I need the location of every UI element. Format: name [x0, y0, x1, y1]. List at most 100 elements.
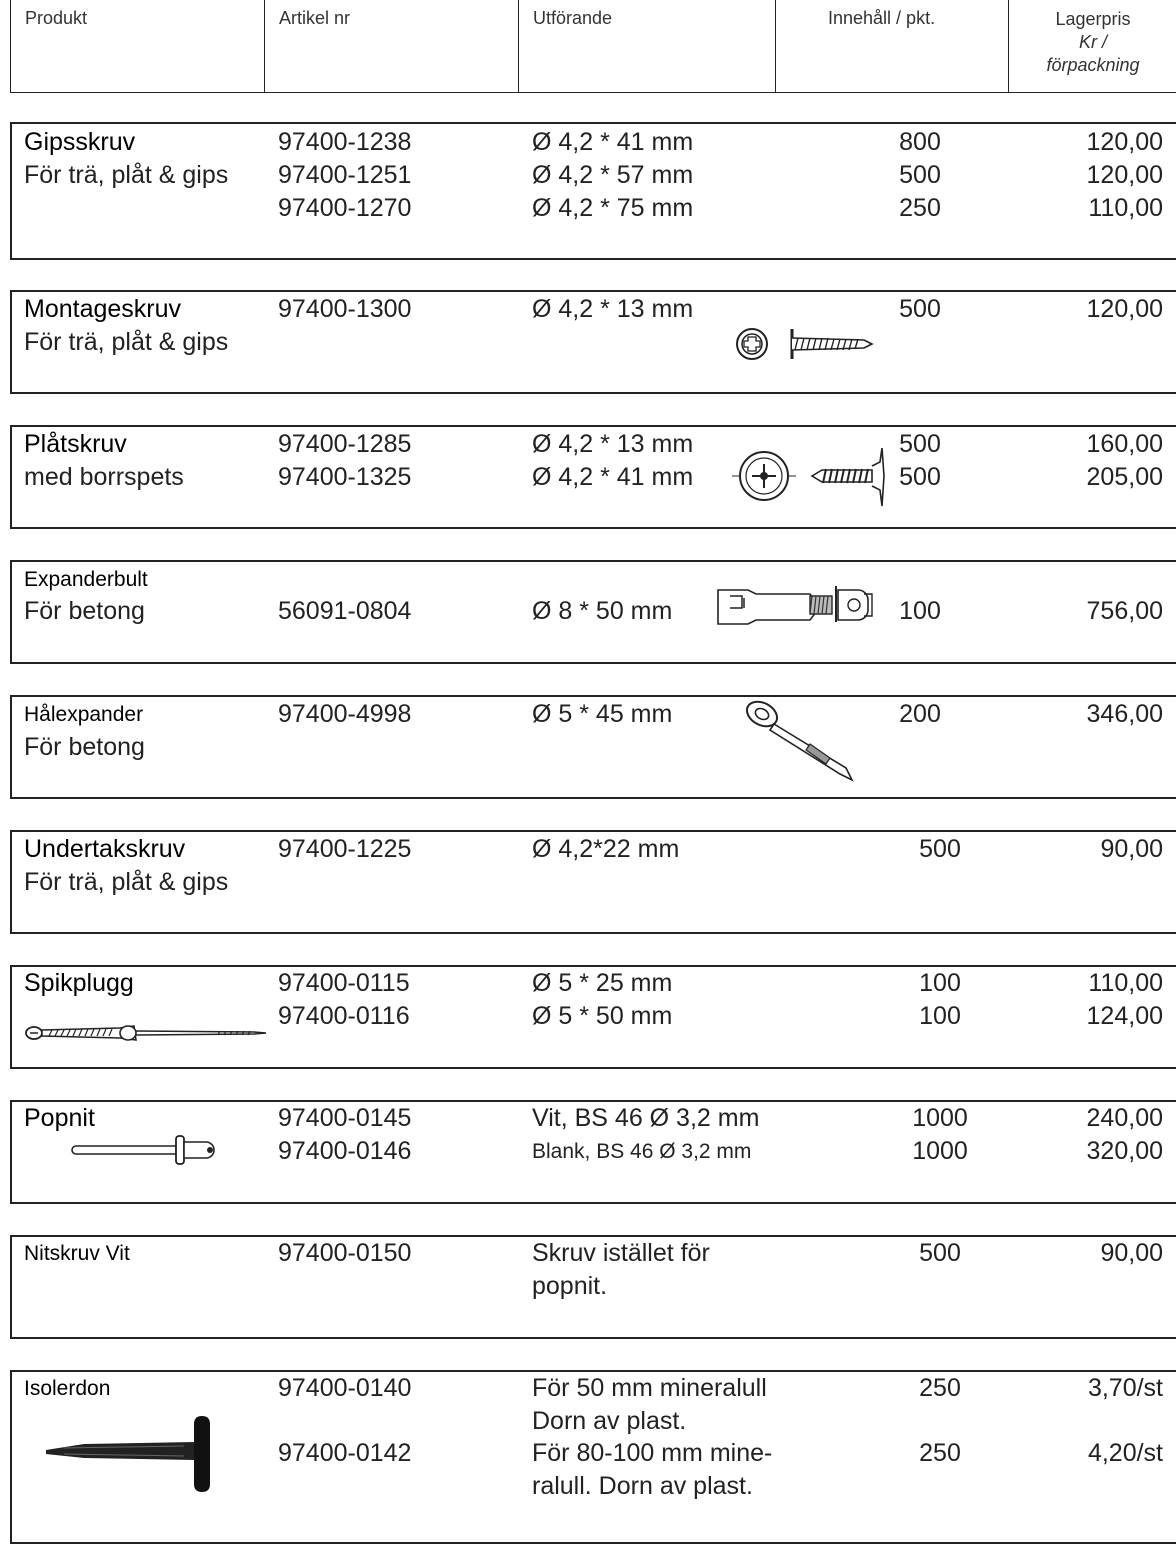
header-innehall: Innehåll / pkt. [775, 0, 1008, 93]
quantity: 100 [899, 597, 941, 625]
article-number: 97400-0115 [278, 969, 410, 997]
product-block-montageskruv [10, 290, 1176, 394]
product-name: Popnit [24, 1104, 95, 1132]
header-forpackning-label: förpackning [1046, 55, 1140, 75]
product-block-nitskruv [10, 1235, 1176, 1339]
header-lagerpris-label: Lagerpris [1055, 9, 1131, 29]
article-number: 97400-1300 [278, 295, 412, 323]
product-name: Nitskruv Vit [24, 1242, 130, 1265]
dimension-cont: Dorn av plast. [532, 1407, 687, 1435]
quantity: 500 [899, 295, 941, 323]
price: 124,00 [1086, 1002, 1163, 1030]
price: 4,20/st [1087, 1439, 1163, 1467]
article-number: 97400-1238 [278, 128, 412, 156]
header-kr-label: Kr / [1078, 32, 1107, 52]
price: 3,70/st [1087, 1374, 1163, 1402]
dimension: För 50 mm mineralull [532, 1374, 767, 1402]
article-number: 97400-1285 [278, 430, 412, 458]
product-block-halexpander [10, 695, 1176, 799]
product-block-expanderbult [10, 560, 1176, 664]
price: 120,00 [1086, 161, 1163, 189]
isolerdon-icon [46, 1416, 210, 1492]
article-number: 97400-1270 [278, 194, 412, 222]
quantity: 500 [919, 835, 961, 863]
price: 320,00 [1086, 1137, 1163, 1165]
product-name: Montageskruv [24, 295, 182, 323]
quantity: 500 [899, 430, 941, 458]
dimension: Ø 4,2 * 57 mm [532, 161, 694, 189]
dimension: Blank, BS 46 Ø 3,2 mm [532, 1140, 752, 1163]
quantity: 1000 [912, 1137, 968, 1165]
quantity: 250 [919, 1439, 961, 1467]
header-utforande-label: Utförande [533, 8, 613, 28]
product-subtitle: med borrspets [24, 463, 184, 491]
price: 110,00 [1088, 194, 1163, 222]
header-produkt: Produkt [10, 0, 264, 93]
article-number: 56091-0804 [278, 597, 412, 625]
dimension: Ø 4,2 * 13 mm [532, 295, 694, 323]
quantity: 100 [919, 1002, 961, 1030]
header-utforande: Utförande [518, 0, 775, 93]
article-number: 97400-0116 [278, 1002, 410, 1030]
product-block-popnit [10, 1100, 1176, 1204]
dimension: Ø 4,2 * 75 mm [532, 194, 694, 222]
product-name: Hålexpander [24, 703, 144, 726]
dimension: Ø 4,2*22 mm [532, 835, 680, 863]
article-number: 97400-0140 [278, 1374, 412, 1402]
header-lagerpris: Lagerpris Kr / förpackning [1008, 0, 1176, 93]
dimension-cont: popnit. [532, 1272, 608, 1300]
product-block-platskruv [10, 425, 1176, 529]
product-block-gipsskruv [10, 122, 1176, 260]
platskruv-screw-icon [732, 447, 885, 507]
quantity: 500 [919, 1239, 961, 1267]
dimension: Ø 4,2 * 41 mm [532, 128, 694, 156]
article-number: 97400-0142 [278, 1439, 412, 1467]
price: 205,00 [1086, 463, 1163, 491]
header-artikel: Artikel nr [264, 0, 518, 93]
dimension: Ø 5 * 45 mm [532, 700, 673, 728]
article-number: 97400-1251 [278, 161, 412, 189]
dimension: Ø 4,2 * 41 mm [532, 463, 694, 491]
dimension: Ø 5 * 50 mm [532, 1002, 673, 1030]
quantity: 250 [919, 1374, 961, 1402]
dimension: Skruv istället för [532, 1239, 710, 1267]
header-artikel-label: Artikel nr [279, 8, 351, 28]
product-name: Undertakskruv [24, 835, 186, 863]
price: 160,00 [1086, 430, 1163, 458]
expanderbult-icon [717, 586, 873, 625]
dimension: För 80-100 mm mine- [532, 1439, 773, 1467]
product-name: Expanderbult [24, 568, 148, 591]
dimension: Ø 8 * 50 mm [532, 597, 673, 625]
article-number: 97400-0146 [278, 1137, 412, 1165]
price: 756,00 [1086, 597, 1163, 625]
product-name: Gipsskruv [24, 128, 136, 156]
product-block-spikplugg [10, 965, 1176, 1069]
article-number: 97400-1225 [278, 835, 412, 863]
price: 90,00 [1100, 1239, 1163, 1267]
header-innehall-label: Innehåll / pkt. [828, 8, 936, 28]
quantity: 1000 [912, 1104, 968, 1132]
product-block-undertakskruv [10, 830, 1176, 934]
dimension: Vit, BS 46 Ø 3,2 mm [532, 1104, 760, 1132]
header-produkt-label: Produkt [25, 8, 88, 28]
halexpander-icon [745, 700, 854, 782]
price: 90,00 [1100, 835, 1163, 863]
article-number: 97400-0150 [278, 1239, 412, 1267]
price: 120,00 [1086, 128, 1163, 156]
article-number: 97400-1325 [278, 463, 412, 491]
quantity: 800 [899, 128, 941, 156]
product-subtitle: För trä, plåt & gips [24, 868, 229, 896]
product-subtitle: För betong [24, 597, 145, 625]
price: 346,00 [1086, 700, 1163, 728]
article-number: 97400-4998 [278, 700, 412, 728]
product-subtitle: För betong [24, 733, 145, 761]
product-name: Isolerdon [24, 1377, 111, 1400]
montageskruv-screw-icon [736, 328, 874, 360]
popnit-rivet-icon [71, 1135, 215, 1165]
article-number: 97400-0145 [278, 1104, 412, 1132]
dimension: Ø 5 * 25 mm [532, 969, 673, 997]
quantity: 500 [899, 463, 941, 491]
dimension-cont: ralull. Dorn av plast. [532, 1472, 753, 1500]
product-subtitle: För trä, plåt & gips [24, 161, 229, 189]
quantity: 500 [899, 161, 941, 189]
